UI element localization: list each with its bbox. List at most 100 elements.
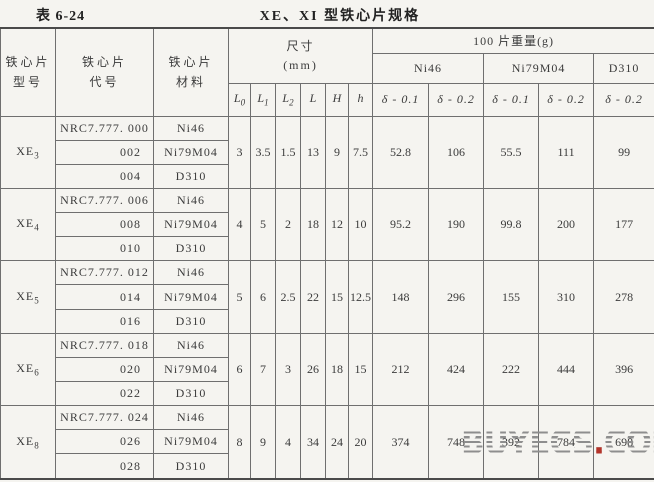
weight-ni46-02: 424 bbox=[428, 332, 485, 407]
dim-l1: 9 bbox=[250, 405, 276, 480]
dim-h-lower: 12.5 bbox=[347, 260, 374, 334]
dim-l0: 6 bbox=[228, 332, 251, 407]
dim-l2: 1.5 bbox=[275, 115, 301, 189]
material-cell: D310 bbox=[153, 163, 229, 189]
model-cell-xe8: XE8 bbox=[0, 405, 56, 480]
code-cell: NRC7.777. 012 bbox=[55, 260, 154, 286]
material-cell: D310 bbox=[153, 381, 229, 407]
dim-l0: 3 bbox=[228, 115, 251, 189]
header-dim-l0: L0 bbox=[228, 82, 251, 117]
header-material-ni46: Ni46 bbox=[372, 52, 485, 84]
code-cell: 022 bbox=[55, 381, 154, 407]
dim-h-upper: 15 bbox=[325, 260, 349, 334]
header-material-line2: 材料 bbox=[175, 75, 206, 90]
header-dim-l: L bbox=[300, 82, 326, 117]
header-material-ni79m04: Ni79M04 bbox=[483, 52, 595, 84]
dim-l1: 5 bbox=[250, 187, 276, 262]
material-cell: D310 bbox=[153, 236, 229, 262]
dim-l0: 8 bbox=[228, 405, 251, 480]
code-cell: 008 bbox=[55, 212, 154, 238]
weight-ni79-01: 222 bbox=[483, 332, 540, 407]
dim-l1: 3.5 bbox=[250, 115, 276, 189]
dim-h-lower: 20 bbox=[347, 405, 374, 480]
dim-h-upper: 9 bbox=[325, 115, 349, 189]
header-code-line2: 代号 bbox=[89, 75, 120, 90]
dim-l1: 7 bbox=[250, 332, 276, 407]
weight-d310-02: 99 bbox=[593, 115, 654, 189]
dim-h-lower: 15 bbox=[347, 332, 374, 407]
weight-d310-02: 177 bbox=[593, 187, 654, 262]
weight-ni46-02: 296 bbox=[428, 260, 485, 334]
model-cell-xe3: XE3 bbox=[0, 115, 56, 189]
code-cell: NRC7.777. 024 bbox=[55, 405, 154, 431]
watermark-text-left: BUYECS bbox=[461, 424, 594, 462]
dim-l2: 2.5 bbox=[275, 260, 301, 334]
weight-ni46-02: 190 bbox=[428, 187, 485, 262]
table-row: 010 D310 bbox=[1, 236, 654, 262]
table-caption: 表 6-24 XE、XI 型铁心片规格 bbox=[0, 0, 654, 27]
code-cell: NRC7.777. 018 bbox=[55, 332, 154, 358]
weight-d310-02: 698 bbox=[593, 405, 654, 480]
table-row: 016 D310 bbox=[1, 308, 654, 334]
watermark-text-right: COM bbox=[603, 424, 651, 462]
model-cell-xe6: XE6 bbox=[0, 332, 56, 407]
dim-h-upper: 24 bbox=[325, 405, 349, 480]
header-model-line2: 型号 bbox=[12, 75, 43, 90]
material-cell: Ni79M04 bbox=[153, 356, 229, 383]
header-model-column: 铁心片 型号 bbox=[0, 27, 56, 117]
table-row: XE8 NRC7.777. 024 Ni46 8 9 4 34 24 20 37… bbox=[0, 405, 654, 480]
material-cell: Ni79M04 bbox=[153, 284, 229, 310]
weight-d310-02: 278 bbox=[593, 260, 654, 334]
table-row: XE3 NRC7.777. 000 Ni46 3 3.5 1.5 13 9 7.… bbox=[0, 115, 654, 189]
weight-ni46-01: 212 bbox=[372, 332, 430, 407]
page-title: XE、XI 型铁心片规格 bbox=[259, 9, 421, 24]
weight-ni46-02: 106 bbox=[428, 115, 485, 189]
header-delta-ni46-01: δ - 0.1 bbox=[372, 82, 430, 117]
code-cell: 014 bbox=[55, 284, 154, 310]
dim-l: 34 bbox=[300, 405, 326, 480]
header-delta-ni79-01: δ - 0.1 bbox=[483, 82, 540, 117]
weight-ni79-02: 444 bbox=[538, 332, 595, 407]
dim-h-upper: 12 bbox=[325, 187, 349, 262]
header-dim-l2: L2 bbox=[275, 82, 301, 117]
buyecs-watermark: BUYECS.COM bbox=[461, 422, 654, 466]
table-row: 026 Ni79M04 bbox=[1, 429, 654, 455]
weight-ni79-01: 99.8 bbox=[483, 187, 540, 262]
weight-ni46-01: 374 bbox=[372, 405, 430, 480]
header-delta-d310-02: δ - 0.2 bbox=[593, 82, 654, 117]
header-dim-h-lower: h bbox=[347, 82, 374, 117]
code-cell: 016 bbox=[55, 308, 154, 334]
table-row: XE4 NRC7.777. 006 Ni46 4 5 2 18 12 10 95… bbox=[0, 187, 654, 262]
dim-h-lower: 7.5 bbox=[347, 115, 374, 189]
weight-ni79-02: 111 bbox=[538, 115, 595, 189]
weight-ni79-02: 310 bbox=[538, 260, 595, 334]
table-row: 028 D310 bbox=[1, 453, 654, 480]
material-cell: Ni46 bbox=[153, 332, 229, 358]
weight-ni46-01: 95.2 bbox=[372, 187, 430, 262]
code-cell: 010 bbox=[55, 236, 154, 262]
header-delta-ni46-02: δ - 0.2 bbox=[428, 82, 485, 117]
material-cell: Ni46 bbox=[153, 115, 229, 141]
dim-l: 18 bbox=[300, 187, 326, 262]
header-material-line1: 铁心片 bbox=[168, 55, 214, 70]
header-dimensions-group: 尺寸 (mm) bbox=[227, 27, 374, 84]
table-number-label: 表 6-24 bbox=[36, 9, 86, 24]
material-cell: Ni46 bbox=[153, 405, 229, 431]
header-model-line1: 铁心片 bbox=[5, 55, 51, 70]
model-cell-xe5: XE5 bbox=[0, 260, 56, 334]
header-delta-ni79-02: δ - 0.2 bbox=[538, 82, 595, 117]
weight-ni79-01: 155 bbox=[483, 260, 540, 334]
material-cell: D310 bbox=[153, 308, 229, 334]
dim-l2: 3 bbox=[275, 332, 301, 407]
code-cell: NRC7.777. 000 bbox=[55, 115, 154, 141]
dim-l0: 5 bbox=[228, 260, 251, 334]
dim-l: 26 bbox=[300, 332, 326, 407]
table-row: XE5 NRC7.777. 012 Ni46 5 6 2.5 22 15 12.… bbox=[0, 260, 654, 334]
model-cell-xe4: XE4 bbox=[0, 187, 56, 262]
header-weight-group: 100 片重量(g) bbox=[372, 27, 654, 54]
code-cell: 002 bbox=[55, 139, 154, 165]
dim-l1: 6 bbox=[250, 260, 276, 334]
weight-ni46-01: 52.8 bbox=[372, 115, 430, 189]
table-row: 008 Ni79M04 bbox=[1, 212, 654, 238]
